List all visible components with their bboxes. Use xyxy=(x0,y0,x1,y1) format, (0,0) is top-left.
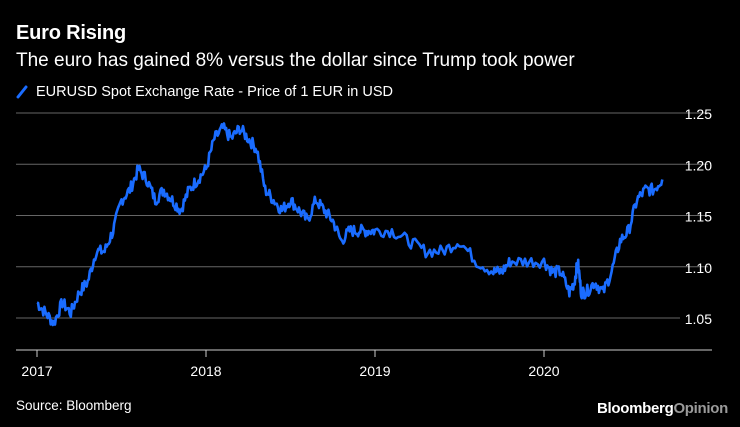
y-tick-label-2: 1.15 xyxy=(685,209,712,225)
axis-layer: 1.05 1.10 1.15 1.20 1.25 2017 2018 2019 2020 xyxy=(16,106,712,379)
y-tick-label-1: 1.10 xyxy=(685,260,712,276)
y-tick-label-3: 1.20 xyxy=(685,157,712,173)
grid-layer xyxy=(16,112,708,319)
x-tick-label-2: 2019 xyxy=(359,363,390,379)
series-line-0 xyxy=(36,122,664,327)
legend: EURUSD Spot Exchange Rate - Price of 1 E… xyxy=(16,84,393,100)
brand-logo: BloombergOpinion xyxy=(597,400,728,417)
source-note: Source: Bloomberg xyxy=(16,398,132,413)
x-tick-label-0: 2017 xyxy=(21,363,52,379)
x-tick-label-3: 2020 xyxy=(528,363,559,379)
y-tick-label-0: 1.05 xyxy=(685,311,712,327)
brand-primary: Bloomberg xyxy=(596,400,674,417)
chart-title: Euro Rising xyxy=(16,22,127,44)
legend-swatch xyxy=(16,85,28,99)
brand-secondary: Opinion xyxy=(673,400,728,417)
legend-label: EURUSD Spot Exchange Rate - Price of 1 E… xyxy=(36,84,393,100)
series-layer xyxy=(36,122,664,327)
x-tick-label-1: 2018 xyxy=(190,363,221,379)
chart-subtitle: The euro has gained 8% versus the dollar… xyxy=(16,50,575,71)
y-tick-label-4: 1.25 xyxy=(685,106,712,122)
